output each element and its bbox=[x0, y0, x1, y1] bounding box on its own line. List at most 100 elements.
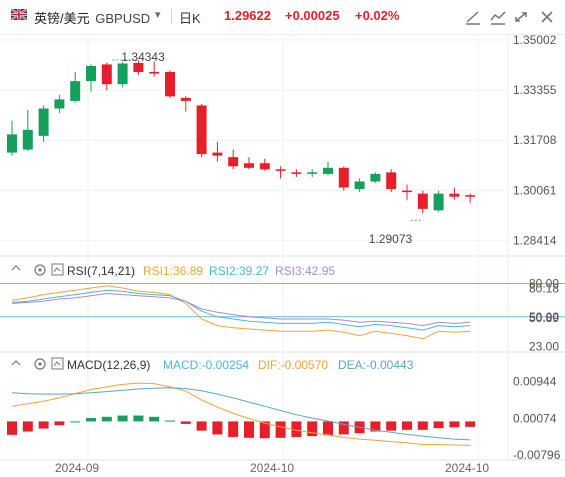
candle-body bbox=[86, 65, 96, 82]
instrument-selector[interactable]: 英镑/美元 GBPUSD bbox=[34, 8, 150, 27]
macd-value: MACD:-0.00254 bbox=[163, 358, 249, 372]
macd-histogram-bar bbox=[291, 421, 302, 437]
price-change: +0.00025 bbox=[285, 8, 340, 23]
macd-histogram-bar bbox=[133, 415, 144, 422]
candle-body bbox=[228, 157, 239, 167]
macd-histogram-bar bbox=[402, 421, 412, 430]
draw-line-icon[interactable] bbox=[463, 9, 483, 26]
macd-histogram-bar bbox=[307, 421, 318, 437]
dif-value: DIF:-0.00570 bbox=[258, 358, 328, 372]
caret-down-icon[interactable]: ▾ bbox=[155, 9, 161, 21]
macd-histogram-bar bbox=[244, 421, 254, 438]
macd-series-line bbox=[11, 382, 471, 446]
rsi1-value: RSI1:36.89 bbox=[143, 264, 203, 278]
period-selector[interactable]: 日K bbox=[179, 11, 201, 26]
macd-histogram-bar bbox=[101, 416, 112, 422]
macd-axis-tick: -0.00796 bbox=[513, 448, 561, 462]
candle-body bbox=[417, 193, 428, 209]
rsi2-value: RSI2:39.27 bbox=[209, 264, 269, 278]
macd-histogram-bar bbox=[149, 416, 160, 422]
macd-title: MACD(12,26,9) bbox=[67, 358, 150, 372]
x-axis-label-3: 2024-10 bbox=[445, 461, 489, 475]
settings-icon[interactable] bbox=[34, 264, 46, 276]
candle-body bbox=[54, 99, 65, 109]
macd-histogram-bar bbox=[465, 421, 476, 427]
macd-histogram-bar bbox=[417, 421, 428, 430]
x-axis-label-2: 2024-10 bbox=[250, 461, 294, 475]
macd-histogram-bar bbox=[196, 421, 207, 431]
macd-histogram-bar bbox=[212, 421, 223, 435]
price-axis-tick: 1.35002 bbox=[513, 34, 557, 47]
chart-grid bbox=[0, 34, 565, 461]
macd-histogram-bar bbox=[275, 421, 286, 438]
rsi3-value: RSI3:42.95 bbox=[275, 264, 335, 278]
dea-value: DEA:-0.00443 bbox=[338, 358, 414, 372]
rsi-axis-tick: 23.00 bbox=[529, 340, 559, 354]
rsi-series-line bbox=[11, 289, 471, 331]
rsi-series-line bbox=[11, 292, 471, 327]
candle-body bbox=[196, 105, 207, 155]
macd-histogram-bar bbox=[259, 421, 270, 439]
low-price-label: 1.29073 bbox=[369, 232, 413, 246]
candle-body bbox=[370, 173, 381, 182]
rsi-series-line bbox=[11, 285, 471, 340]
close-icon[interactable] bbox=[537, 9, 557, 26]
candle-body bbox=[386, 172, 397, 190]
macd-histogram-bar bbox=[323, 421, 333, 436]
macd-chart: 0.00944 0.00074 -0.00796 bbox=[7, 375, 561, 462]
macd-histogram-bar bbox=[370, 421, 381, 432]
macd-histogram-bar bbox=[7, 421, 17, 435]
chart-area[interactable]: 1.35002 1.33355 1.31708 1.30061 1.28414 80.0… bbox=[0, 34, 565, 477]
x-axis-label-1: 2024-09 bbox=[55, 461, 99, 475]
header-bar: 英镑/美元 GBPUSD ▾ 日K 1.29622 +0.00025 +0.02… bbox=[0, 0, 565, 35]
price-axis-tick: 1.30061 bbox=[513, 183, 557, 197]
candle-body bbox=[117, 63, 128, 85]
rsi-title: RSI(7,14,21) bbox=[67, 264, 135, 278]
candle-body bbox=[244, 163, 254, 168]
eye-icon[interactable] bbox=[11, 265, 21, 271]
candle-body bbox=[212, 152, 223, 156]
candle-body bbox=[149, 72, 160, 74]
candle-body bbox=[402, 190, 412, 193]
candle-body bbox=[165, 72, 175, 97]
macd-histogram-bar bbox=[86, 418, 96, 422]
macd-histogram-bar bbox=[338, 421, 349, 435]
candle-body bbox=[259, 163, 270, 170]
macd-histogram-bar bbox=[38, 421, 49, 429]
eye-icon[interactable] bbox=[11, 360, 21, 366]
candle-body bbox=[307, 172, 318, 174]
macd-series-line bbox=[11, 387, 471, 441]
macd-legend: MACD(12,26,9) MACD:-0.00254 DIF:-0.00570… bbox=[11, 357, 414, 372]
price-axis-tick: 1.31708 bbox=[513, 133, 557, 147]
candle-body bbox=[354, 181, 365, 190]
candle-body bbox=[101, 64, 112, 85]
expand-icon[interactable] bbox=[511, 9, 531, 26]
rsi-axis-tick: 50.89 bbox=[529, 311, 559, 325]
candle-body bbox=[433, 193, 444, 211]
price-axis-tick: 1.28414 bbox=[513, 233, 557, 247]
rsi-indicator-icon bbox=[51, 263, 64, 276]
settings-icon[interactable] bbox=[34, 358, 46, 370]
candle-body bbox=[180, 97, 191, 101]
macd-histogram-bar bbox=[180, 421, 191, 424]
pair-name: 英镑/美元 bbox=[34, 11, 90, 26]
macd-histogram-bar bbox=[70, 421, 81, 423]
candle-body bbox=[449, 193, 460, 197]
macd-histogram-bar bbox=[386, 421, 397, 431]
macd-histogram-bar bbox=[449, 421, 460, 428]
macd-histogram-bar bbox=[228, 421, 239, 437]
macd-histogram-bar bbox=[54, 421, 65, 426]
macd-indicator-icon bbox=[51, 357, 64, 370]
candle-body bbox=[133, 62, 144, 73]
divider bbox=[171, 9, 172, 24]
macd-axis-tick: 0.00944 bbox=[513, 375, 557, 389]
candlestick-chart: 1.35002 1.33355 1.31708 1.30061 1.28414 bbox=[0, 34, 557, 247]
macd-histogram-bar bbox=[117, 415, 128, 422]
macd-histogram-bar bbox=[165, 420, 175, 422]
rsi-axis-tick: 80.00 bbox=[529, 277, 559, 291]
indicator-icon[interactable] bbox=[488, 9, 508, 26]
last-price: 1.29622 bbox=[224, 8, 271, 23]
rsi-legend: RSI(7,14,21) RSI1:36.89 RSI2:39.27 RSI3:… bbox=[11, 263, 335, 278]
candle-body bbox=[465, 195, 476, 197]
